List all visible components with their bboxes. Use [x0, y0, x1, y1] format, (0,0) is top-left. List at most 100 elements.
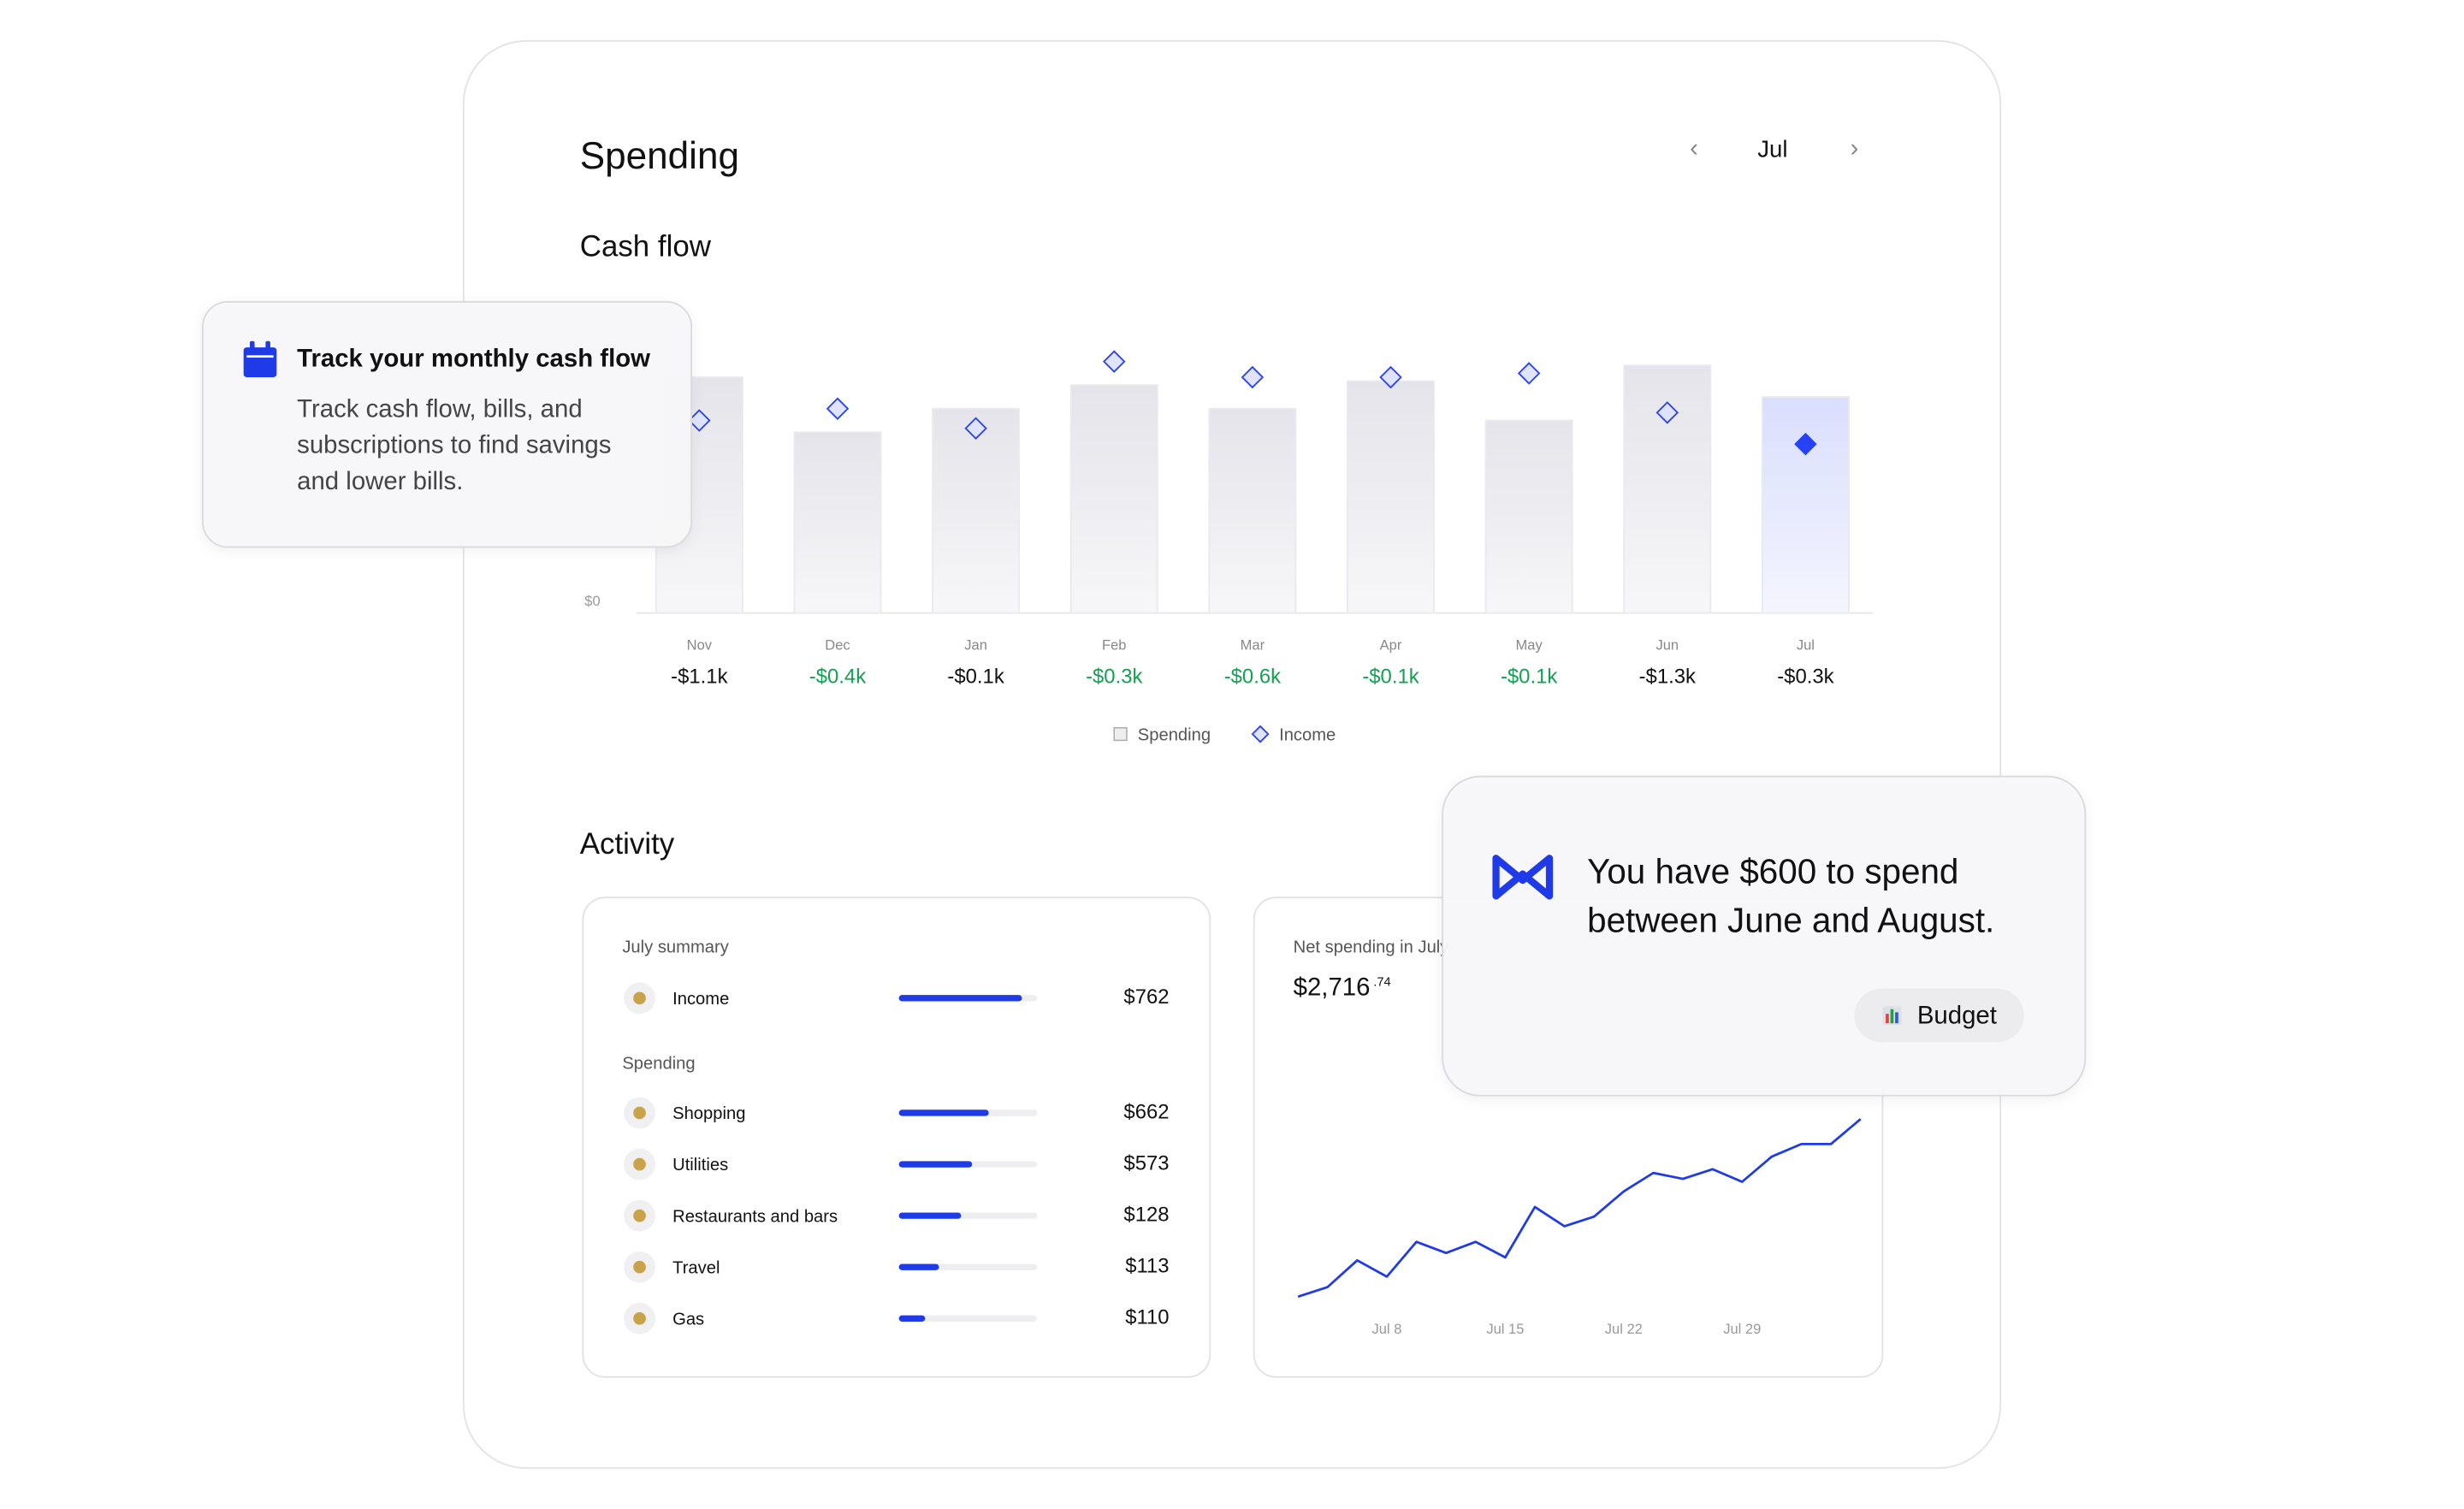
section-heading: Activity [580, 827, 675, 861]
row-label: Travel [672, 1258, 720, 1277]
tooltip-body: Track cash flow, bills, and subscriptions… [297, 394, 611, 495]
legend-label: Income [1279, 725, 1336, 744]
budget-button[interactable] [1854, 988, 2024, 1043]
income-marker [1656, 401, 1679, 424]
total-cents: .74 [1373, 975, 1390, 989]
x-tick-label: May [1516, 637, 1543, 654]
x-tick-label: Jul 8 [1372, 1321, 1402, 1337]
row-label: Utilities [672, 1156, 728, 1175]
summary-rows: Income $762 Shopping $662 Utilities $573 Resta… [624, 982, 1170, 1334]
x-tick-label: Apr [1380, 637, 1402, 654]
tooltip-card [202, 300, 693, 548]
spending-bar [793, 431, 882, 614]
tooltip-title: Track your monthly cash flow [297, 345, 650, 373]
x-tick-label: Feb [1102, 637, 1126, 654]
category-icon-dot [633, 1209, 646, 1222]
category-icon-dot [633, 1157, 646, 1171]
net-label: -$1.3k [1639, 665, 1696, 688]
income-marker [964, 417, 987, 440]
prev-month[interactable]: ‹ [1690, 133, 1698, 162]
tooltip-line: Track cash flow, bills, and [297, 394, 583, 423]
category-icon-dot [633, 1106, 646, 1120]
income-marker [1241, 365, 1265, 389]
income-marker [1517, 362, 1541, 385]
category-icon-dot [633, 1311, 646, 1325]
progress-track [898, 1315, 1038, 1322]
month-label: Jul [1757, 136, 1787, 163]
section-heading: Cash flow [580, 230, 712, 263]
x-tick-label: Jul 15 [1486, 1321, 1524, 1337]
progress-bar [898, 1263, 939, 1270]
cash-flow-chart: $0 Nov -$1.1k Dec -$0.4k Jan -$0.1k Feb -$0.3k Ma… [584, 350, 1874, 744]
row-label: Gas [672, 1310, 704, 1329]
tooltip-line: and lower bills. [297, 467, 463, 495]
row-amount: $573 [1123, 1151, 1169, 1175]
progress-bar [898, 1110, 989, 1116]
summary-card [582, 897, 1211, 1378]
spending-bar [1347, 380, 1435, 614]
brand-logo [1492, 855, 1554, 900]
card-title: Net spending in July [1294, 938, 1450, 956]
x-tick-label: Jul [1797, 637, 1815, 654]
budget-button-label[interactable]: Budget [1917, 1002, 1997, 1030]
category-icon-dot [633, 991, 646, 1005]
net-label: -$0.3k [1086, 665, 1142, 688]
tooltip-line: subscriptions to find savings [297, 431, 611, 459]
x-tick-label: Mar [1241, 637, 1265, 654]
row-label: Restaurants and bars [672, 1207, 838, 1226]
net-label: -$0.4k [809, 665, 866, 688]
y-tick-label: $0 [584, 593, 600, 609]
legend-label: Spending [1138, 725, 1211, 744]
page-title: Spending [580, 135, 739, 177]
budget-line: between June and August. [1587, 900, 1994, 939]
income-marker [826, 397, 850, 420]
income-marker [1379, 365, 1402, 389]
progress-bar [898, 1161, 973, 1168]
next-month[interactable]: › [1850, 133, 1858, 162]
net-spending-line [1297, 1118, 1862, 1299]
row-amount: $662 [1123, 1100, 1169, 1123]
group-heading: Spending [622, 1054, 695, 1073]
legend-swatch [1113, 727, 1128, 742]
budget-icon [1882, 1006, 1902, 1026]
row-amount: $762 [1123, 985, 1169, 1009]
net-label: -$0.3k [1777, 665, 1833, 688]
x-tick-label: Jan [964, 637, 987, 654]
net-label: -$0.1k [947, 665, 1004, 688]
x-tick-label: Dec [825, 637, 850, 654]
income-marker [1794, 432, 1817, 456]
net-label: -$0.6k [1224, 665, 1281, 688]
budget-message: You have $600 to spend between June and A… [1587, 851, 1994, 939]
total-amount: $2,716 [1294, 973, 1371, 1002]
spending-bar [1208, 407, 1297, 614]
x-tick-label: Jul 29 [1723, 1321, 1761, 1337]
net-label: -$0.1k [1501, 665, 1557, 688]
budget-line: You have $600 to spend [1587, 851, 1958, 891]
x-tick-label: Jul 22 [1605, 1321, 1643, 1337]
progress-bar [898, 1212, 962, 1219]
row-amount: $128 [1123, 1203, 1169, 1226]
spending-bar [1761, 396, 1850, 614]
row-amount: $110 [1125, 1306, 1169, 1329]
legend-swatch [1251, 725, 1270, 743]
net-label: -$0.1k [1362, 665, 1419, 688]
spending-bar [1484, 419, 1573, 614]
income-marker [688, 409, 711, 432]
income-marker [1103, 350, 1126, 373]
spending-bar [932, 407, 1021, 614]
row-amount: $113 [1125, 1255, 1169, 1278]
x-tick-label: Jun [1656, 637, 1679, 654]
progress-bar [898, 1315, 926, 1322]
net-spending-chart: Jul 8 Jul 15 Jul 22 Jul 29 [1297, 1118, 1862, 1337]
net-label: -$1.1k [671, 665, 727, 688]
row-label: Income [672, 990, 729, 1009]
spending-bar [1069, 384, 1158, 614]
card-title: July summary [622, 938, 729, 956]
progress-bar [898, 995, 1022, 1002]
category-icon-dot [633, 1260, 646, 1274]
row-label: Shopping [672, 1104, 745, 1123]
calendar-icon [243, 340, 277, 377]
x-tick-label: Nov [687, 637, 713, 654]
